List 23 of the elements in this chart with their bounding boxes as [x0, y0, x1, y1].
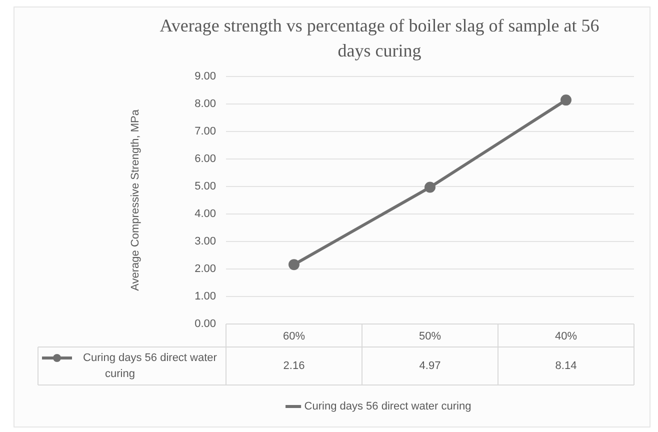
text: Curing days 56 direct water curing — [304, 400, 472, 413]
data-label: 8.14 — [555, 360, 577, 372]
legend-label: Curing days 56 direct water curing — [83, 352, 218, 380]
data-label: 2.16 — [283, 360, 305, 372]
y-tick-label: 4.00 — [194, 208, 216, 220]
x-tick-label: 50% — [418, 330, 442, 343]
y-tick-label: 5.00 — [194, 180, 216, 192]
y-tick-label: 6.00 — [194, 152, 216, 165]
y-tick-label: 8.00 — [194, 98, 216, 110]
y-tick-label: 9.00 — [194, 70, 216, 82]
y-tick-label: 7.00 — [194, 125, 216, 138]
x-tick-label: 60% — [282, 330, 306, 343]
point — [424, 182, 436, 193]
y-axis-title: Average Compressive Strength, MPa — [130, 108, 142, 291]
y-tick-label: 2.00 — [194, 263, 216, 276]
data-label: 4.97 — [419, 360, 441, 372]
y-tick-label: 1.00 — [194, 290, 216, 303]
point — [288, 259, 300, 270]
y-tick-label: 0.00 — [194, 318, 216, 330]
point — [560, 94, 572, 106]
y-tick-label: 3.00 — [194, 236, 216, 248]
x-tick-label: 40% — [554, 330, 578, 343]
chart-title: Average strength vs percentage of boiler slag of sample at 56 days curing — [160, 15, 600, 61]
